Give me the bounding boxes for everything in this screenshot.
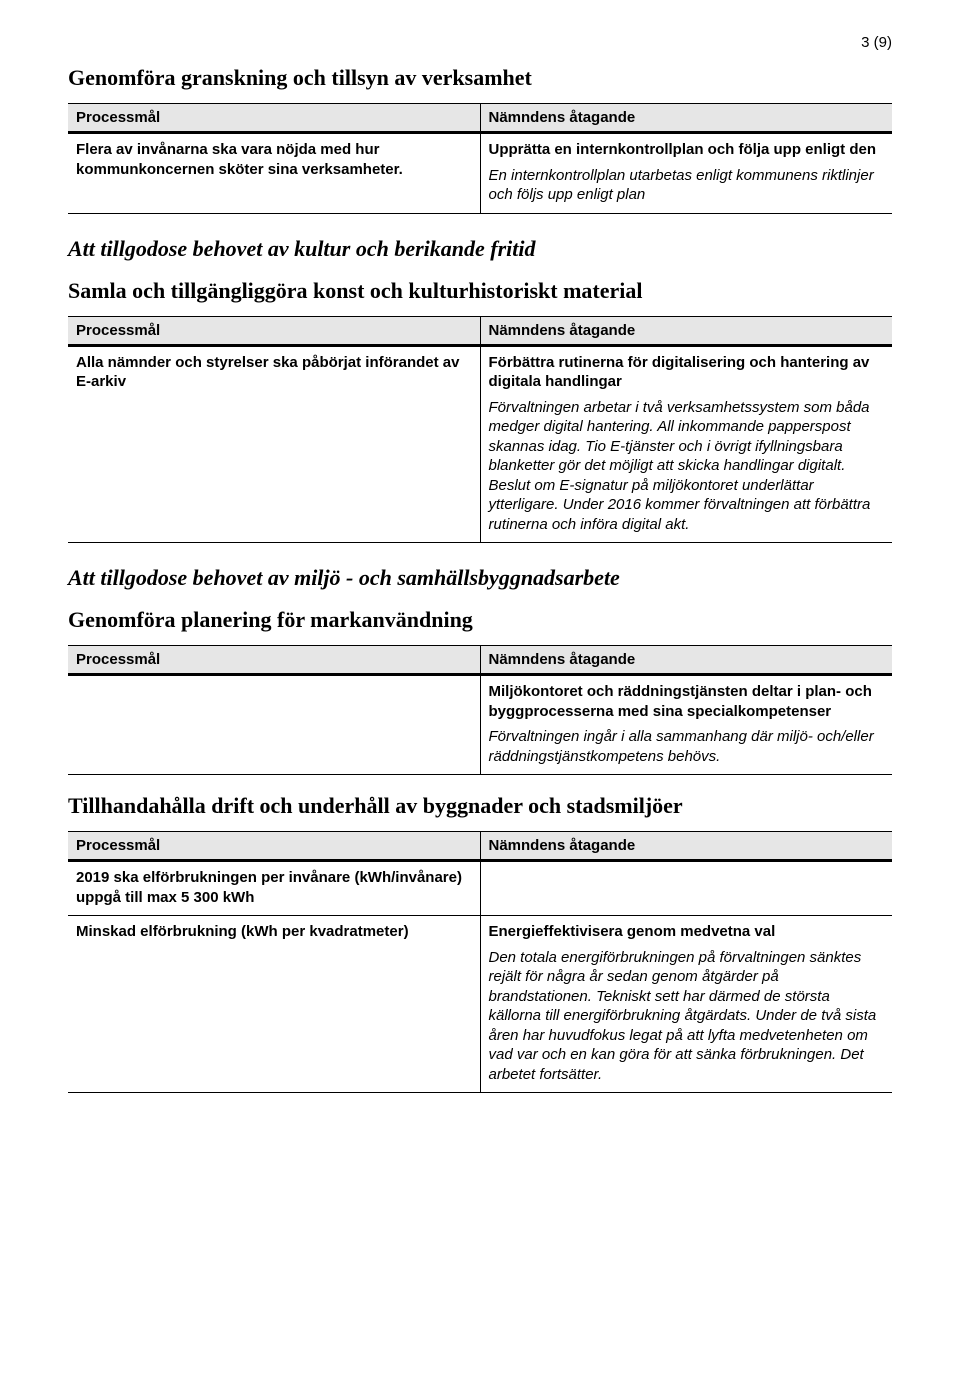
cell-right-italic: Förvaltningen arbetar i två verksamhetss… [489,398,885,535]
table-header-right: Nämndens åtagande [480,646,892,675]
section1-title: Genomföra granskning och tillsyn av verk… [68,65,892,91]
table-row: Miljökontoret och räddningstjänsten delt… [68,675,892,775]
section2-table: Processmål Nämndens åtagande Alla nämnde… [68,316,892,544]
cell-right-bold: Upprätta en internkontrollplan och följa… [489,140,885,160]
section4-table: Processmål Nämndens åtagande 2019 ska el… [68,831,892,1093]
table-header-left: Processmål [68,316,480,345]
cell-left-bold: Flera av invånarna ska vara nöjda med hu… [76,140,472,179]
table-header-right: Nämndens åtagande [480,104,892,133]
table-header-left: Processmål [68,832,480,861]
table-header-right: Nämndens åtagande [480,832,892,861]
table-row: Flera av invånarna ska vara nöjda med hu… [68,133,892,214]
section3-subheading: Genomföra planering för markanvändning [68,607,892,633]
section4-subheading: Tillhandahålla drift och underhåll av by… [68,793,892,819]
section2-subheading: Samla och tillgängliggöra konst och kult… [68,278,892,304]
cell-left-bold: Alla nämnder och styrelser ska påbörjat … [76,353,472,392]
table-header-left: Processmål [68,646,480,675]
section1-table: Processmål Nämndens åtagande Flera av in… [68,103,892,214]
table-row: Minskad elförbrukning (kWh per kvadratme… [68,916,892,1093]
table-row: Alla nämnder och styrelser ska påbörjat … [68,345,892,543]
section3-table: Processmål Nämndens åtagande Miljökontor… [68,645,892,775]
cell-right-italic: En internkontrollplan utarbetas enligt k… [489,166,885,205]
cell-left-bold: Minskad elförbrukning (kWh per kvadratme… [76,922,472,942]
cell-right-italic: Den totala energiförbrukningen på förval… [489,948,885,1085]
table-header-right: Nämndens åtagande [480,316,892,345]
cell-left-bold: 2019 ska elförbrukningen per invånare (k… [76,868,472,907]
page-number: 3 (9) [68,34,892,51]
table-header-left: Processmål [68,104,480,133]
cell-right-bold: Miljökontoret och räddningstjänsten delt… [489,682,885,721]
table-row: 2019 ska elförbrukningen per invånare (k… [68,861,892,916]
section2-heading: Att tillgodose behovet av kultur och ber… [68,236,892,262]
cell-right-bold: Förbättra rutinerna för digitalisering o… [489,353,885,392]
section3-heading: Att tillgodose behovet av miljö - och sa… [68,565,892,591]
cell-right-italic: Förvaltningen ingår i alla sammanhang dä… [489,727,885,766]
cell-right-bold: Energieffektivisera genom medvetna val [489,922,885,942]
